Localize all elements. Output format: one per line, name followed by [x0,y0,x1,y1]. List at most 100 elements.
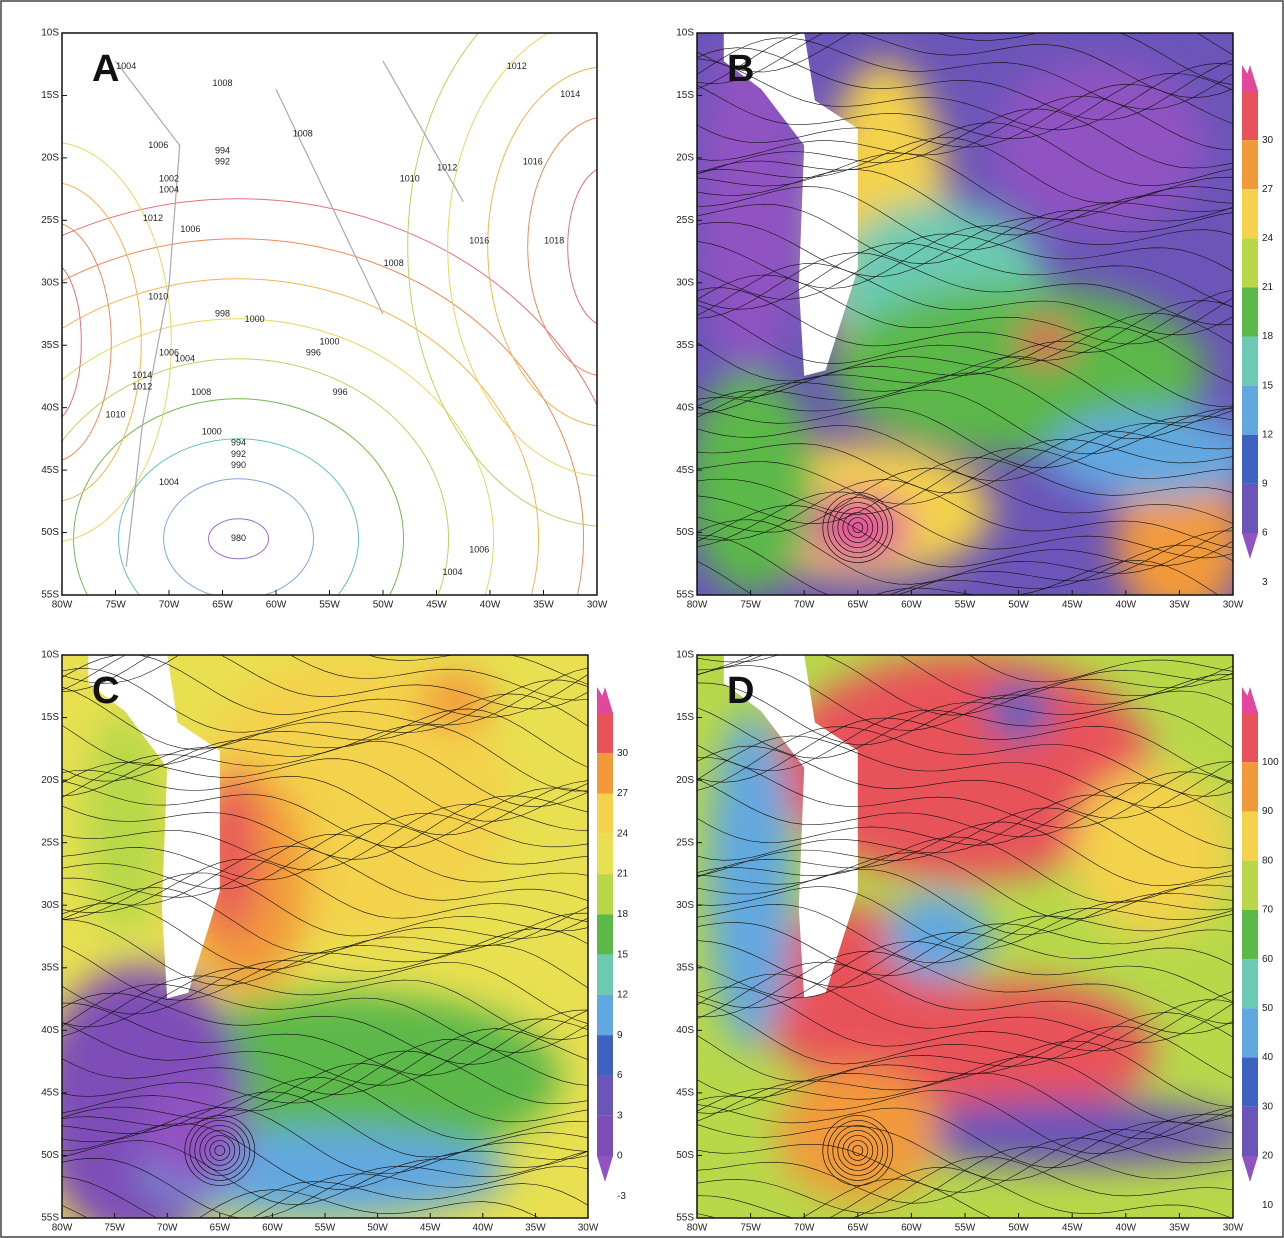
field-blob [804,493,912,562]
streamline [62,780,588,849]
lon-tick-label: 40W [480,600,501,611]
contour-label: 1000 [245,314,265,324]
colorbar-segment [1242,1057,1258,1107]
streamline [697,771,1233,838]
colorbar-segment [1242,959,1258,1009]
streamline [62,833,588,898]
lon-tick-label: 60W [901,600,922,611]
contour-label: 996 [333,387,348,397]
streamline [697,242,1233,310]
colorbar-label: 60 [1262,954,1274,965]
isobar [118,438,360,595]
colorbar-label: 12 [617,990,629,1001]
vortex [214,1145,226,1156]
lon-tick-label: 30W [587,600,608,611]
lat-tick-label: 40S [676,402,694,413]
streamline [62,983,588,1053]
contour-label: 1014 [132,370,152,380]
streamline [697,707,1233,771]
coastline [115,60,464,567]
streamline [801,1178,992,1218]
lon-tick-label: 40W [473,1223,494,1234]
streamline [697,263,1233,336]
lat-tick-label: 50S [676,527,694,538]
contour-label: 1014 [560,89,580,99]
streamline [62,1028,588,1095]
vortex [184,1115,256,1186]
colorbar-segment [597,793,613,834]
streamline [697,852,1233,920]
streamline [697,782,1233,846]
streamline [697,655,1233,683]
streamline [697,467,1233,533]
lat-tick-label: 25S [676,215,694,226]
colorbar-top [1242,687,1258,713]
contour-label: 1004 [175,353,195,363]
colorbar-segment [1242,860,1258,910]
lon-tick-label: 65W [210,1223,231,1234]
streamline [697,47,1233,121]
streamline [697,1040,1233,1114]
streamline [697,745,1233,819]
streamline [697,33,1233,85]
lon-tick-label: 45W [1062,1223,1083,1234]
lat-tick-label: 30S [41,900,59,911]
colorbar-label: 90 [1262,806,1274,817]
field-blob [1018,319,1073,365]
panel [62,655,588,1218]
isobar [447,33,597,477]
streamline [697,372,1233,440]
colorbar-segment [597,954,613,995]
contour-label: 996 [306,348,321,358]
colorbar-label: 9 [617,1030,623,1041]
colorbar-label: 18 [617,909,629,920]
lat-tick-label: 40S [41,1025,59,1036]
streamline [62,813,588,881]
lat-tick-label: 40S [676,1025,694,1036]
streamline [697,212,1233,277]
map-background [62,33,597,595]
streamline [62,708,588,782]
contour-label: 1004 [443,567,463,577]
lon-tick-label: 75W [104,1223,125,1234]
contour-label: 1010 [105,410,125,420]
isobar [62,238,584,595]
vortex [827,1120,889,1181]
isobar [407,33,597,527]
contour-label: 990 [231,460,246,470]
contour-label: 1006 [148,140,168,150]
lon-tick-label: 30W [578,1223,599,1234]
colorbar-segment [597,1075,613,1116]
streamline [697,274,1233,345]
streamline [697,655,1233,699]
lon-tick-label: 60W [901,1223,922,1234]
colorbar-label: 10 [1262,1200,1274,1211]
vortex [194,1125,246,1176]
isobar [62,318,494,595]
streamline [697,530,1233,595]
streamline [62,822,588,890]
lon-tick-label: 65W [848,1223,869,1234]
colorbar-label: 27 [1262,184,1274,195]
streamline [697,913,1233,976]
colorbar-segment [597,874,613,915]
lon-tick-label: 45W [420,1223,441,1234]
contour-label: 1012 [132,381,152,391]
colorbar-label: 9 [1262,479,1268,490]
colorbar-label: 3 [617,1110,623,1121]
lon-tick-label: 60W [262,1223,283,1234]
lat-tick-label: 35S [41,340,59,351]
contour-label: 1004 [159,477,179,487]
colorbar-segment [597,753,613,794]
lat-tick-label: 50S [676,1150,694,1161]
streamline [62,975,588,1041]
streamline [697,903,1233,964]
lon-tick-label: 70W [159,600,180,611]
streamline [62,858,588,923]
vortex [847,517,869,538]
vortex [199,1130,241,1171]
field-blob [419,671,494,729]
colorbar-label: 0 [617,1151,623,1162]
colorbar-label: 80 [1262,855,1274,866]
